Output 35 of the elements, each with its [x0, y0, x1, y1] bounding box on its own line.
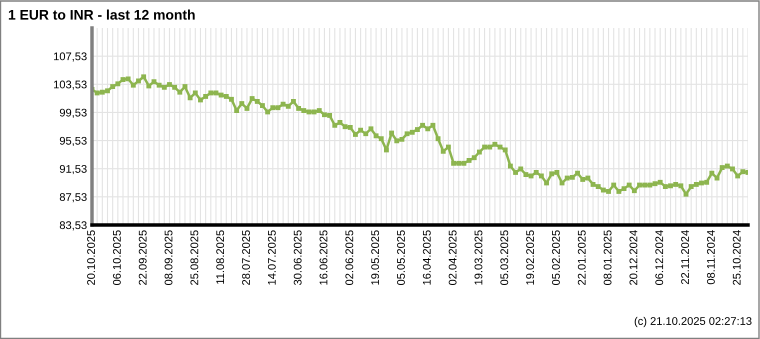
x-tick-label: 06.10.2025	[112, 230, 121, 286]
x-tick-label: 19.05.2025	[371, 230, 380, 285]
x-tick-label: 19.03.2025	[474, 230, 482, 285]
x-tick-label: 22.11.2024	[681, 230, 689, 284]
y-tick-label: 91,53	[60, 164, 87, 174]
x-tick-label: 14.07.2025	[268, 230, 276, 285]
x-tick-label: 02.04.2025	[448, 230, 457, 286]
x-tick-label: 16.04.2025	[422, 230, 431, 285]
x-tick-label: 25.10.2024	[732, 230, 741, 285]
x-tick-label: 11.08.2025	[216, 230, 224, 284]
x-tick-label: 05.02.2025	[552, 230, 560, 286]
text: (c) 21.10.2025 02:27:13	[634, 316, 752, 328]
x-tick-label: 06.12.2024	[655, 230, 664, 286]
x-tick-label: 30.06.2025	[294, 230, 302, 286]
y-tick-label: 103,53	[54, 80, 87, 90]
x-tick-label: 08.09.2025	[164, 230, 172, 286]
x-tick-label: 05.05.2025	[397, 230, 405, 286]
x-tick-label: 20.10.2025	[87, 230, 95, 285]
x-tick-label: 16.06.2025	[320, 230, 328, 285]
y-tick-label: 83,53	[60, 221, 87, 230]
y-tick-label: 99,53	[60, 108, 87, 118]
y-tick-label: 95,53	[60, 136, 87, 146]
x-tick-label: 28.07.2025	[242, 230, 250, 285]
x-tick-label: 19.02.2025	[526, 230, 534, 285]
x-tick-label: 20.12.2024	[629, 230, 638, 285]
x-tick-label: 22.09.2025	[138, 230, 147, 285]
y-tick-label: 87,53	[60, 193, 87, 202]
x-tick-label: 08.01.2025	[604, 230, 612, 286]
x-tick-label: 25.08.2025	[190, 230, 198, 285]
x-tick-label: 08.11.2024	[706, 230, 715, 284]
chart-title: 1 EUR to INR - last 12 month	[8, 10, 195, 20]
x-tick-label: 02.06.2025	[345, 230, 354, 286]
x-tick-label: 05.03.2025	[500, 230, 508, 286]
y-tick-label: 107,53	[54, 52, 87, 62]
x-tick-label: 22.01.2025	[578, 230, 586, 285]
